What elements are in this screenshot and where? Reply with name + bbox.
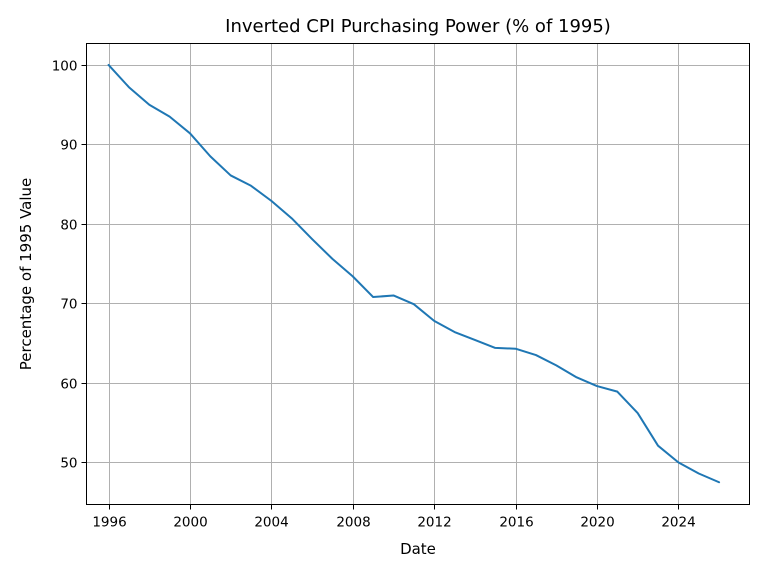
y-axis: 50 60 70 80 90 100 [52,59,87,472]
x-tick-label: 2004 [254,515,288,531]
plot-frame [86,43,750,505]
y-axis-label: Percentage of 1995 Value [17,178,35,371]
y-tick-label: 80 [60,218,77,234]
y-tick-label: 90 [60,138,77,154]
x-tick-label: 2012 [417,515,451,531]
x-tick-label: 2000 [173,515,207,531]
chart-title: Inverted CPI Purchasing Power (% of 1995… [225,16,611,37]
x-tick-label: 2016 [499,515,533,531]
y-tick-label: 50 [60,456,77,472]
x-tick-label: 1996 [92,515,126,531]
y-tick-label: 100 [52,59,78,75]
x-axis-label: Date [400,540,436,558]
y-tick-label: 70 [60,297,77,313]
grid [86,43,750,505]
x-axis: 1996 2000 2004 2008 2012 2016 2020 2024 [92,504,696,531]
series-line [107,63,721,484]
x-tick-label: 2020 [580,515,614,531]
x-tick-label: 2024 [661,515,695,531]
y-tick-label: 60 [60,377,77,393]
series-layer [107,63,721,484]
x-tick-label: 2008 [336,515,370,531]
